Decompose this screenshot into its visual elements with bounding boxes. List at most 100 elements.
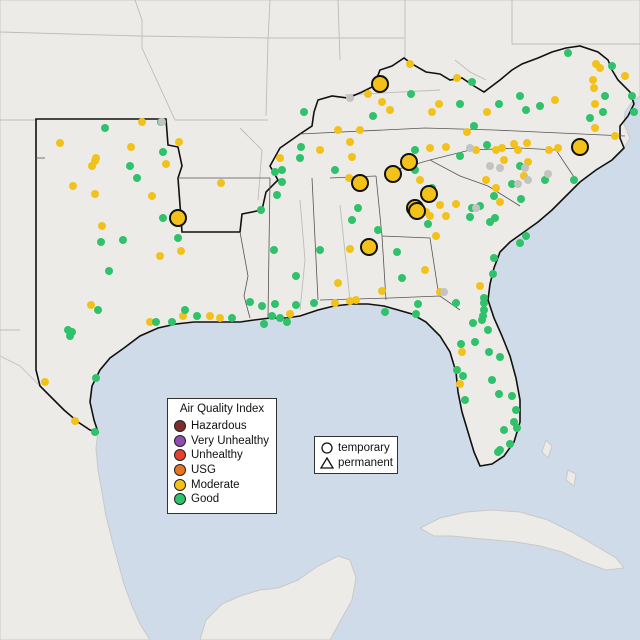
station-moderate[interactable]: [334, 126, 342, 134]
station-moderate[interactable]: [364, 90, 372, 98]
station-no-data[interactable]: [486, 162, 494, 170]
station-moderate[interactable]: [386, 106, 394, 114]
station-good[interactable]: [246, 298, 254, 306]
station-moderate[interactable]: [554, 144, 562, 152]
station-moderate[interactable]: [435, 100, 443, 108]
station-no-data[interactable]: [496, 164, 504, 172]
station-good[interactable]: [105, 267, 113, 275]
station-moderate[interactable]: [442, 143, 450, 151]
station-moderate[interactable]: [334, 279, 342, 287]
station-no-data[interactable]: [472, 204, 480, 212]
station-good[interactable]: [300, 108, 308, 116]
station-moderate[interactable]: [127, 143, 135, 151]
station-good[interactable]: [159, 148, 167, 156]
station-good[interactable]: [495, 100, 503, 108]
station-good[interactable]: [174, 234, 182, 242]
station-moderate[interactable]: [524, 158, 532, 166]
station-moderate[interactable]: [483, 108, 491, 116]
station-good[interactable]: [456, 100, 464, 108]
station-moderate[interactable]: [421, 266, 429, 274]
station-good[interactable]: [516, 239, 524, 247]
station-moderate[interactable]: [138, 118, 146, 126]
station-good[interactable]: [258, 302, 266, 310]
station-good[interactable]: [91, 428, 99, 436]
station-good[interactable]: [513, 424, 521, 432]
station-good[interactable]: [522, 232, 530, 240]
station-good[interactable]: [459, 372, 467, 380]
station-good[interactable]: [297, 143, 305, 151]
station-good[interactable]: [168, 318, 176, 326]
station-good[interactable]: [268, 312, 276, 320]
station-moderate[interactable]: [348, 153, 356, 161]
station-moderate[interactable]: [69, 182, 77, 190]
station-good[interactable]: [331, 166, 339, 174]
station-no-data[interactable]: [466, 144, 474, 152]
station-good[interactable]: [271, 168, 279, 176]
station-good[interactable]: [466, 213, 474, 221]
station-good[interactable]: [490, 254, 498, 262]
station-moderate[interactable]: [591, 100, 599, 108]
station-moderate[interactable]: [426, 212, 434, 220]
station-moderate[interactable]: [545, 146, 553, 154]
station-good[interactable]: [536, 102, 544, 110]
station-good[interactable]: [471, 338, 479, 346]
station-moderate[interactable]: [177, 247, 185, 255]
station-good[interactable]: [92, 374, 100, 382]
temporary-monitor-moderate[interactable]: [384, 165, 402, 183]
station-moderate[interactable]: [596, 64, 604, 72]
station-good[interactable]: [159, 214, 167, 222]
station-good[interactable]: [453, 366, 461, 374]
station-good[interactable]: [193, 312, 201, 320]
station-good[interactable]: [270, 246, 278, 254]
station-no-data[interactable]: [544, 170, 552, 178]
station-moderate[interactable]: [378, 98, 386, 106]
station-good[interactable]: [407, 90, 415, 98]
station-moderate[interactable]: [71, 417, 79, 425]
station-good[interactable]: [495, 390, 503, 398]
station-moderate[interactable]: [175, 138, 183, 146]
station-moderate[interactable]: [286, 310, 294, 318]
station-no-data[interactable]: [514, 180, 522, 188]
station-good[interactable]: [348, 216, 356, 224]
station-good[interactable]: [94, 306, 102, 314]
station-good[interactable]: [278, 166, 286, 174]
station-good[interactable]: [479, 312, 487, 320]
station-good[interactable]: [496, 353, 504, 361]
station-good[interactable]: [484, 326, 492, 334]
station-good[interactable]: [181, 306, 189, 314]
station-moderate[interactable]: [426, 144, 434, 152]
station-good[interactable]: [393, 248, 401, 256]
station-moderate[interactable]: [589, 76, 597, 84]
station-good[interactable]: [470, 122, 478, 130]
station-moderate[interactable]: [428, 108, 436, 116]
station-good[interactable]: [468, 78, 476, 86]
temporary-monitor-moderate[interactable]: [360, 238, 378, 256]
station-good[interactable]: [490, 192, 498, 200]
station-moderate[interactable]: [523, 139, 531, 147]
station-moderate[interactable]: [206, 312, 214, 320]
station-good[interactable]: [488, 376, 496, 384]
station-moderate[interactable]: [148, 192, 156, 200]
station-good[interactable]: [278, 178, 286, 186]
station-good[interactable]: [354, 204, 362, 212]
station-moderate[interactable]: [432, 232, 440, 240]
station-good[interactable]: [517, 195, 525, 203]
station-moderate[interactable]: [276, 154, 284, 162]
temporary-monitor-moderate[interactable]: [408, 202, 426, 220]
station-good[interactable]: [97, 238, 105, 246]
station-good[interactable]: [570, 176, 578, 184]
station-good[interactable]: [599, 108, 607, 116]
station-good[interactable]: [133, 174, 141, 182]
station-good[interactable]: [398, 274, 406, 282]
temporary-monitor-moderate[interactable]: [351, 174, 369, 192]
station-good[interactable]: [66, 332, 74, 340]
temporary-monitor-moderate[interactable]: [420, 185, 438, 203]
station-moderate[interactable]: [510, 140, 518, 148]
station-good[interactable]: [412, 310, 420, 318]
station-moderate[interactable]: [611, 132, 619, 140]
station-good[interactable]: [411, 146, 419, 154]
station-moderate[interactable]: [590, 84, 598, 92]
station-moderate[interactable]: [162, 160, 170, 168]
